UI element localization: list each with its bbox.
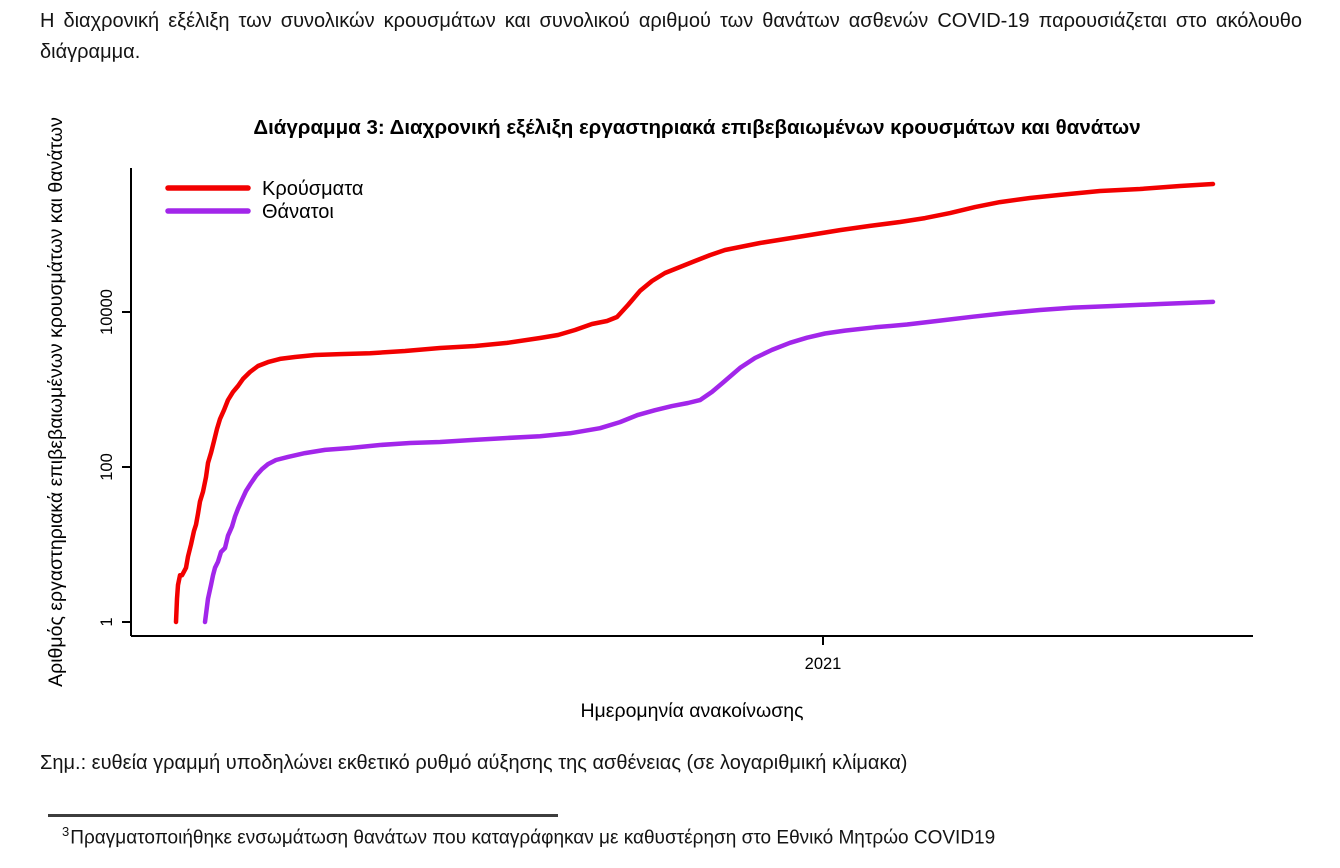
footnote-marker: 3 — [62, 824, 70, 839]
footnote-divider — [48, 814, 558, 817]
deaths-curve — [202, 299, 1216, 625]
y-axis-title: Αριθμός εργαστηριακά επιβεβαιωμένων κρου… — [45, 117, 67, 687]
y-tick-label: 100 — [98, 453, 116, 481]
cases-curve — [173, 181, 1216, 625]
footnote-text: Πραγματοποιήθηκε ενσωμάτωση θανάτων που … — [70, 827, 996, 849]
intro-line-1: Η διαχρονική εξέλιξη των συνολικών κρουσ… — [40, 10, 1302, 32]
chart-note: Σημ.: ευθεία γραμμή υποδηλώνει εκθετικό … — [40, 752, 908, 774]
intro-paragraph: Η διαχρονική εξέλιξη των συνολικών κρουσ… — [40, 6, 1302, 68]
legend-label: Κρούσματα — [262, 178, 363, 200]
y-tick-label: 1 — [98, 617, 116, 626]
covid-cumulative-chart: Διάγραμμα 3: Διαχρονική εξέλιξη εργαστηρ… — [45, 116, 1253, 722]
intro-line-2: διάγραμμα. — [40, 41, 141, 63]
legend-label: Θάνατοι — [262, 201, 334, 223]
footnote: 3Πραγματοποιήθηκε ενσωμάτωση θανάτων που… — [62, 824, 1302, 849]
x-tick-label: 2021 — [805, 655, 842, 673]
y-tick-label: 10000 — [98, 289, 116, 335]
x-axis-title: Ημερομηνία ανακοίνωσης — [580, 700, 803, 722]
chart-title: Διάγραμμα 3: Διαχρονική εξέλιξη εργαστηρ… — [253, 116, 1140, 139]
